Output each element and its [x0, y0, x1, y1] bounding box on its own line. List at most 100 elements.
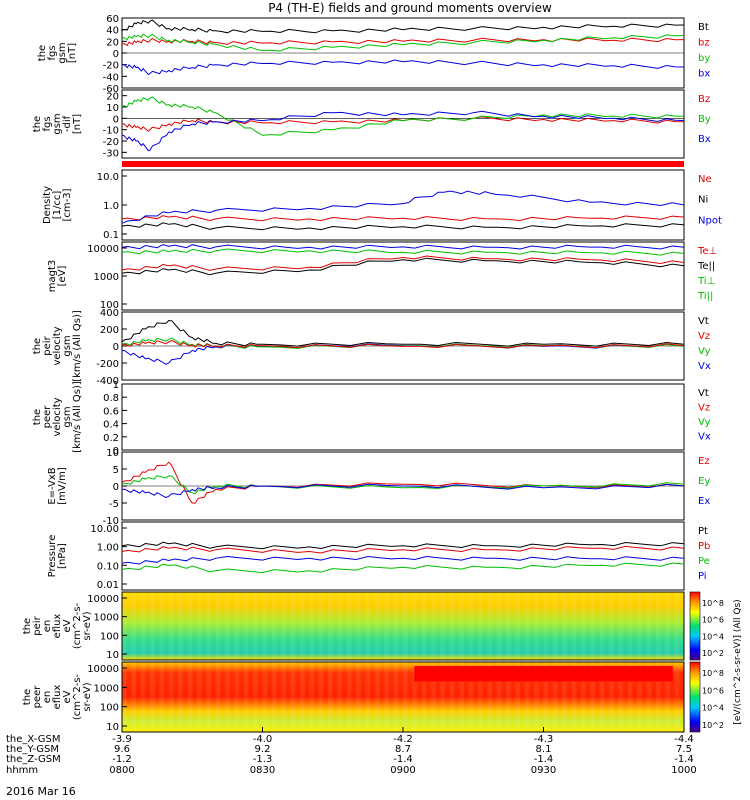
- spectrogram-stripe: [440, 592, 446, 660]
- y-axis-label: [cm-3]: [62, 188, 73, 221]
- y-tick-label: 0.6: [103, 406, 119, 417]
- spectrogram-stripe: [178, 592, 183, 660]
- y-axis-label: Density: [42, 186, 53, 224]
- spectrogram-stripe: [609, 662, 614, 732]
- spectrogram-stripe: [262, 592, 268, 660]
- spectrogram-stripe: [477, 592, 483, 660]
- y-tick-label: 10000: [87, 244, 119, 255]
- spectrogram-stripe: [580, 662, 586, 732]
- spectrogram-stripe: [674, 662, 680, 732]
- legend-entry: Vt: [698, 316, 709, 327]
- spectrogram-stripe: [206, 592, 211, 660]
- panel-E-VxB: -10 -5 0 5 10 E=-VxB [mV/m] Ez Ey Ex: [47, 448, 710, 527]
- time-axis-tick-label: -4.3: [534, 734, 554, 745]
- series-Vz: [121, 339, 685, 349]
- spectrogram-stripe: [328, 592, 333, 660]
- spectrogram-stripe: [534, 592, 539, 660]
- colorbar-label: 10^8: [702, 669, 724, 678]
- colorbar-label: 10^8: [702, 599, 724, 608]
- y-axis-label: the: [32, 409, 43, 425]
- y-tick-label: 10: [106, 722, 119, 733]
- panel-peir-eflux: 10000 1000 100 10 the peir en eflux eV (cm^2-s-sr…: [22, 591, 685, 661]
- series-Te⊥: [121, 255, 685, 271]
- panel-frame: [121, 521, 685, 591]
- spectrogram-stripe: [187, 592, 193, 660]
- time-axis-row-label: the_Z-GSM: [6, 754, 61, 765]
- y-axis-label: -dif: [62, 115, 73, 132]
- y-axis-label: [km/s (All Qs)]: [72, 381, 83, 453]
- time-axis-tick-label: 0930: [531, 765, 556, 776]
- spectrogram-stripe: [609, 592, 614, 660]
- y-tick-label: 0.4: [103, 420, 119, 431]
- spectrogram-stripe: [543, 662, 549, 732]
- y-tick-label: 10.0: [97, 172, 119, 183]
- spectrogram-stripe: [168, 592, 174, 660]
- y-axis-label: [nT]: [72, 114, 83, 134]
- y-tick-label: 1000: [94, 683, 119, 694]
- panel-peer-velocity: 0 0.2 0.4 0.6 0.8 1 the peer velocity gsm [km/s (A…: [32, 380, 711, 457]
- time-axis-tick-label: -1.3: [253, 754, 273, 765]
- spectrogram-stripe: [599, 662, 605, 732]
- time-axis-tick-label: -1.2: [112, 754, 132, 765]
- time-axis-tick-label: 9.6: [114, 744, 130, 755]
- spectrogram-stripe: [552, 592, 558, 660]
- y-axis-label: [nPa]: [57, 543, 68, 569]
- spectrogram-stripe: [356, 662, 361, 732]
- y-axis-label: [1/cc]: [52, 191, 63, 220]
- legend-entry: Vx: [698, 361, 711, 372]
- y-tick-label: 400: [100, 308, 119, 319]
- spectrogram-stripe: [290, 662, 296, 732]
- time-axis-tick-label: 8.1: [536, 744, 552, 755]
- y-tick-label: -5: [109, 499, 119, 510]
- y-tick-label: 1.0: [103, 201, 119, 212]
- spectrogram-stripe: [178, 662, 183, 732]
- separator-bar: [122, 161, 684, 167]
- series-by: [121, 33, 685, 52]
- spectrogram-stripe: [196, 592, 202, 660]
- y-axis-label: velocity: [52, 397, 63, 436]
- legend-entry: Pt: [698, 526, 708, 537]
- spectrogram-stripe: [140, 662, 146, 732]
- y-axis-label: eflux: [52, 685, 63, 710]
- spectrogram-stripe: [253, 662, 258, 732]
- series-By: [121, 96, 684, 136]
- colorbar-strip: [689, 591, 701, 661]
- colorbar-label: 10^2: [702, 649, 724, 658]
- spectrogram-stripe: [468, 592, 474, 660]
- spectrogram-stripe: [449, 662, 455, 732]
- y-tick-label: 100: [100, 631, 119, 642]
- legend-entry: bx: [698, 69, 710, 80]
- y-tick-label: 0.10: [97, 561, 119, 572]
- spectrogram-stripe: [328, 662, 333, 732]
- spectrogram-stripe: [215, 662, 221, 732]
- spectrogram-stripe: [365, 592, 371, 660]
- spectrogram-stripe: [496, 592, 502, 660]
- time-axis-tick-label: -4.4: [674, 734, 694, 745]
- spectrogram-stripe: [196, 662, 202, 732]
- spectrogram-stripe: [299, 662, 305, 732]
- spectrogram-stripe: [627, 662, 633, 732]
- panel-frame: [121, 169, 685, 241]
- y-tick-label: 0: [113, 114, 119, 125]
- y-tick-label: 1000: [94, 613, 119, 624]
- spectrogram-stripe: [562, 662, 567, 732]
- y-axis-label: eflux: [52, 614, 63, 639]
- colorbar-label: 10^4: [702, 632, 724, 641]
- time-axis-tick-label: 1000: [671, 765, 696, 776]
- series-Bx: [121, 110, 685, 152]
- series-Pi: [121, 555, 685, 565]
- spectrogram-stripe: [299, 592, 305, 660]
- spectrogram-stripe: [131, 662, 137, 732]
- spectrogram-stripe: [506, 662, 511, 732]
- colorbar: 10^8 10^6 10^4 10^2 10^8 10^6 10^4 10^2 [eV/(cm^…: [689, 591, 743, 733]
- spectrogram-stripe: [290, 592, 296, 660]
- spectrogram-stripe: [150, 662, 155, 732]
- legend-entry: bz: [698, 38, 710, 49]
- y-tick-label: 0.8: [103, 393, 119, 404]
- legend-entry: Pb: [698, 541, 710, 552]
- y-tick-label: 0: [113, 446, 119, 457]
- spectrogram-stripe: [637, 592, 642, 660]
- spectrogram-stripe: [337, 592, 343, 660]
- y-tick-label: 0.1: [103, 230, 119, 241]
